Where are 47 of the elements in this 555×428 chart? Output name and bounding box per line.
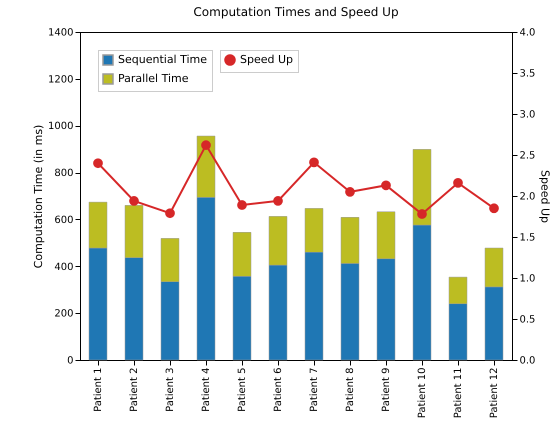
x-tick-label: Patient 7 [309, 368, 320, 412]
y-tick-label: 0 [67, 356, 74, 366]
legend-label: Sequential Time [118, 53, 208, 66]
y-tick-label: 1200 [48, 74, 74, 86]
point [273, 196, 283, 206]
y2-tick-label: 2.0 [520, 192, 536, 202]
y-tick-label: 200 [54, 308, 74, 320]
point [345, 187, 355, 197]
y-tick-label: 600 [54, 214, 74, 226]
x-tick-label: Patient 4 [201, 368, 212, 412]
legend-label: Parallel Time [118, 72, 189, 85]
point [309, 158, 319, 168]
x-tick-label: Patient 6 [273, 368, 284, 412]
point [489, 203, 499, 214]
x-tick-label: Patient 3 [165, 368, 176, 412]
y-tick-label: 800 [54, 168, 74, 180]
y-tick-label: 400 [54, 262, 74, 273]
y2-tick-label: 1.0 [520, 274, 536, 284]
y2-tick-label: 2.5 [520, 150, 536, 162]
y-axis-title: Computation Time (in ms) [32, 124, 46, 268]
legend-label: Speed Up [240, 53, 294, 66]
x-tick-label: Patient 12 [489, 368, 500, 418]
point [453, 178, 463, 188]
point [237, 200, 247, 210]
point [93, 158, 103, 168]
y2-axis-title: Speed Up [538, 170, 552, 224]
point [417, 209, 427, 219]
x-tick-label: Patient 1 [93, 368, 104, 412]
chart-title: Computation Times and Speed Up [193, 5, 399, 19]
y2-tick-label: 0.5 [520, 314, 536, 326]
x-tick-label: Patient 5 [237, 368, 248, 412]
y2-tick-label: 1.5 [520, 232, 536, 244]
x-tick-label: Patient 8 [345, 368, 356, 412]
x-tick-label: Patient 2 [129, 368, 140, 412]
y2-tick-label: 3.5 [520, 68, 536, 80]
x-tick-label: Patient 10 [417, 368, 428, 418]
x-tick-label: Patient 11 [453, 368, 464, 418]
point [165, 208, 175, 218]
y2-tick-label: 0.0 [520, 356, 536, 366]
point [201, 140, 211, 150]
y-tick-label: 1000 [48, 121, 74, 132]
point [381, 180, 391, 190]
y2-tick-label: 4.0 [520, 28, 536, 38]
point [129, 196, 139, 206]
y-tick-label: 1400 [48, 28, 74, 38]
y2-tick-label: 3.0 [520, 110, 536, 120]
x-tick-label: Patient 9 [381, 368, 392, 412]
